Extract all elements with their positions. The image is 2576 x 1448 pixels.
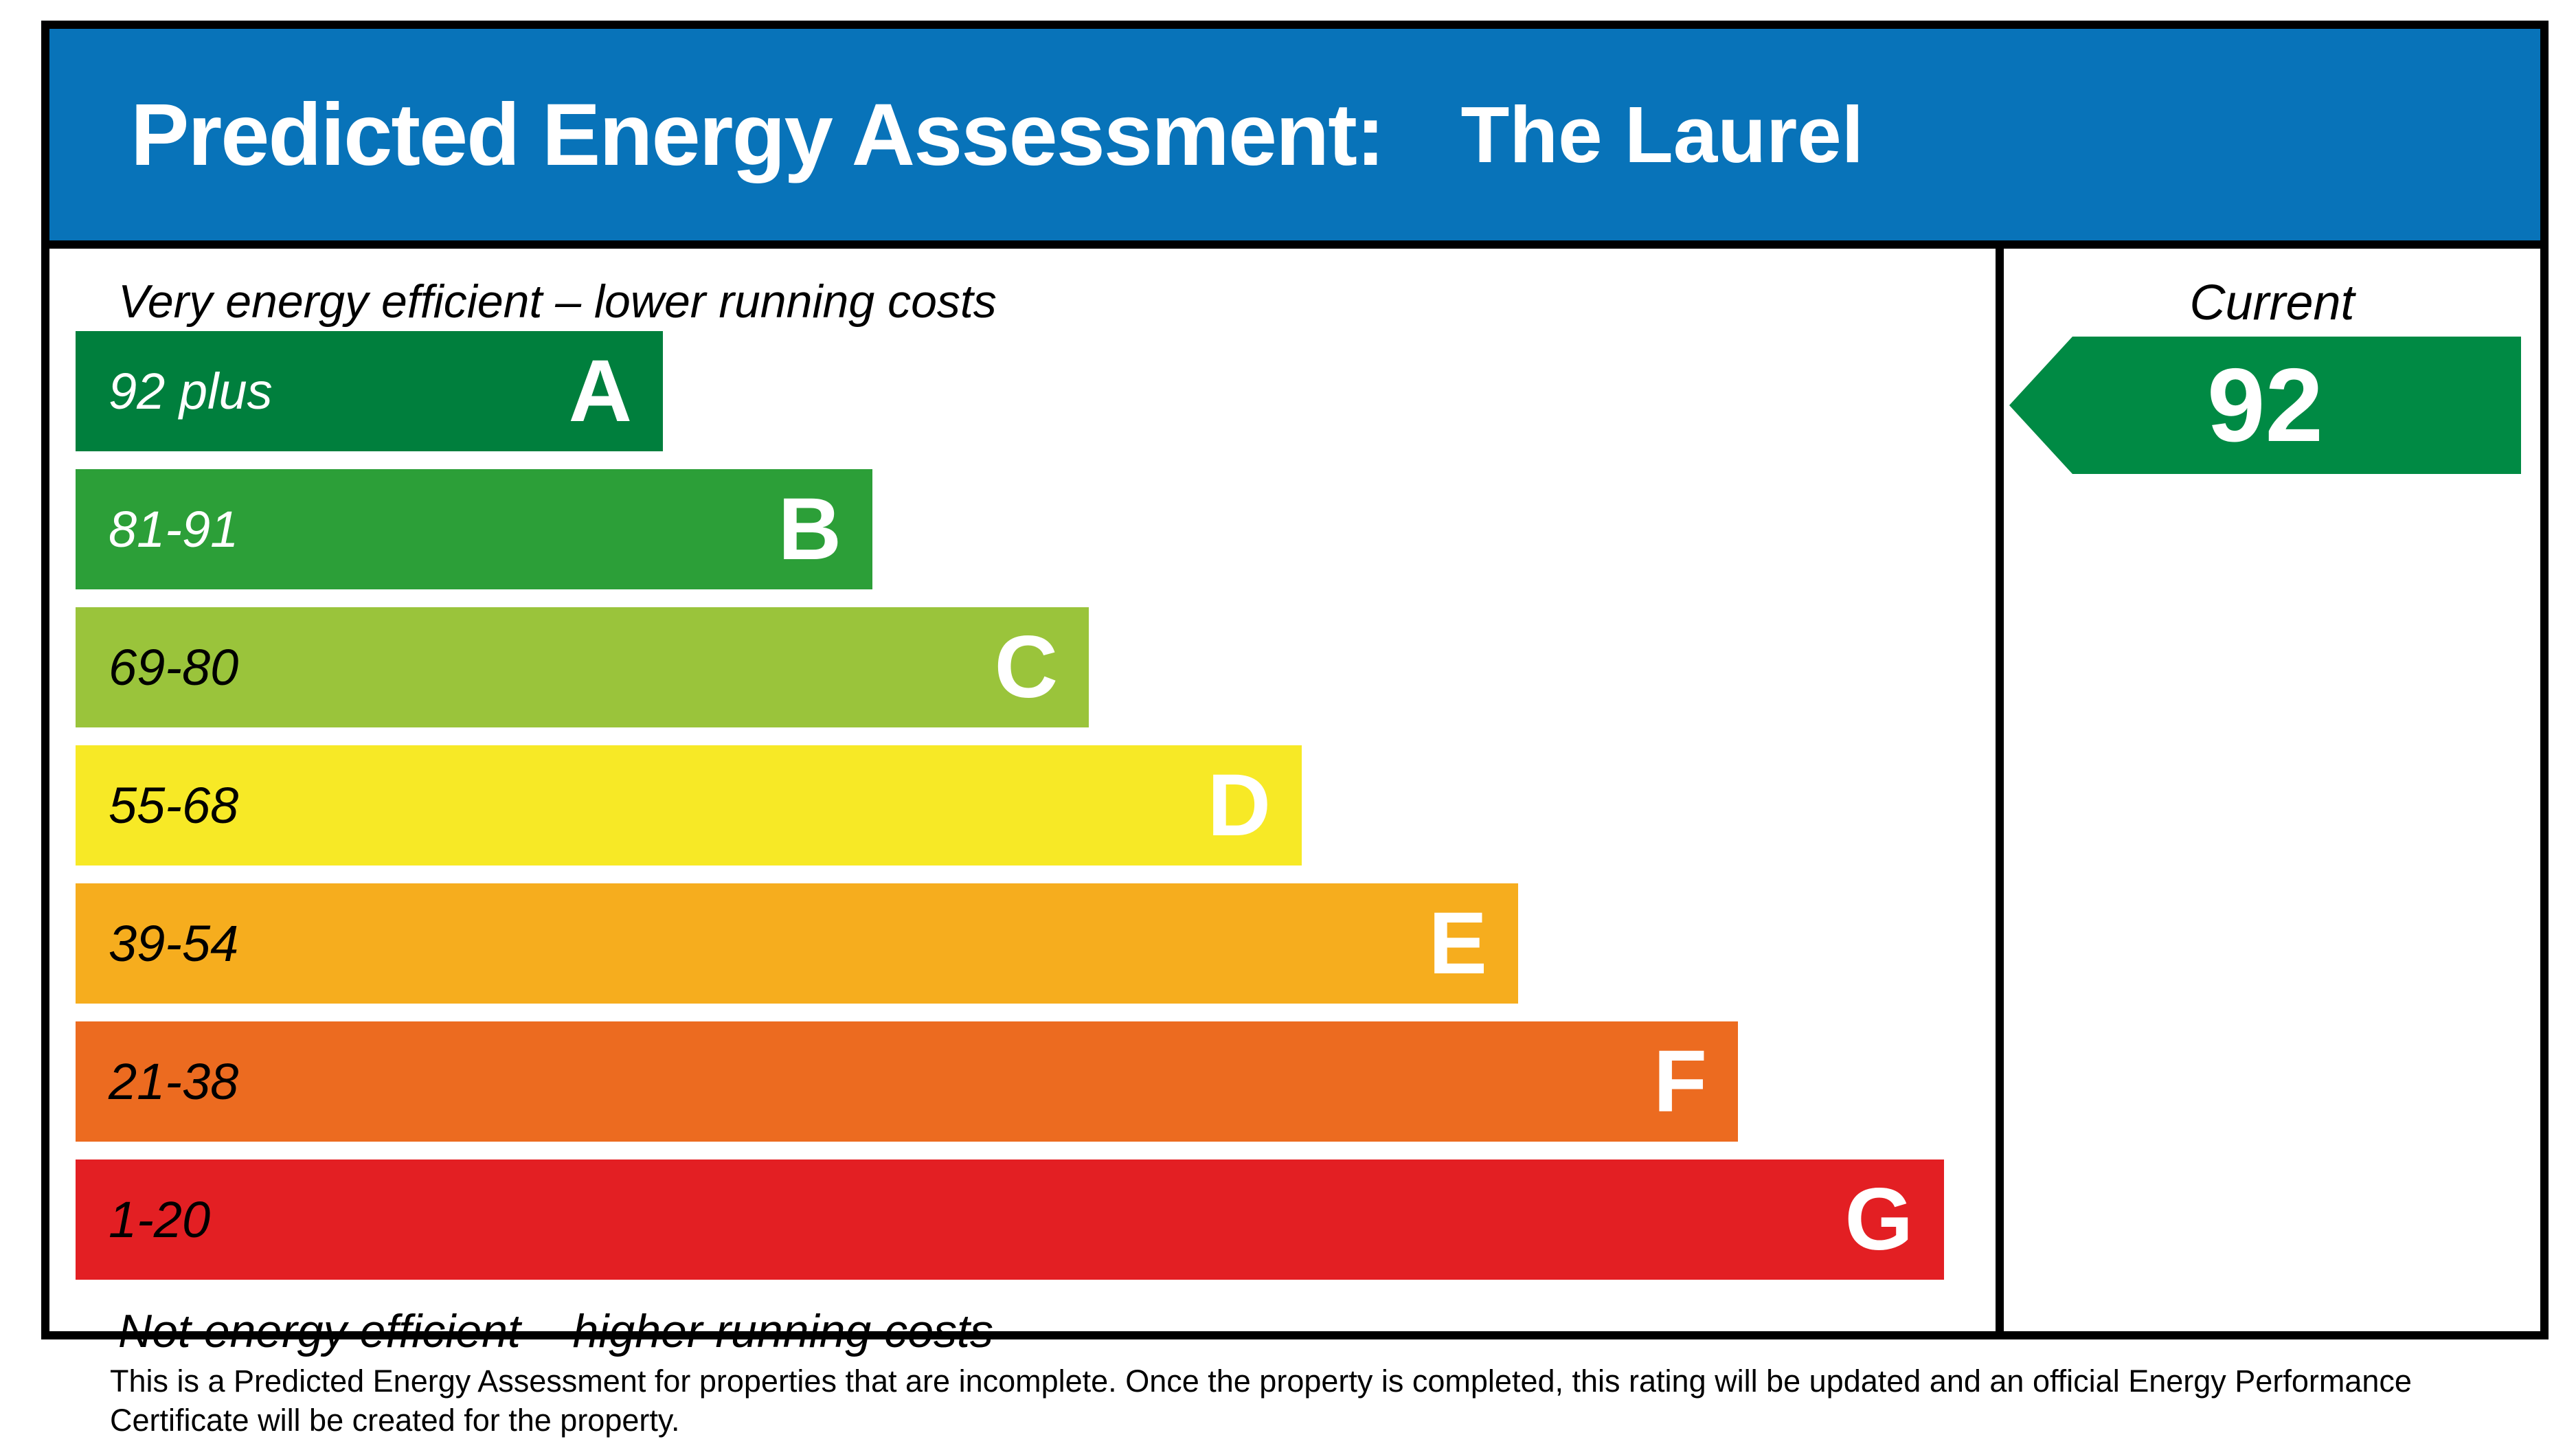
band-range-label: 21-38 [109,1053,239,1110]
current-column: Current 92 [1996,249,2540,1331]
current-rating-arrow-icon [2009,337,2521,474]
current-rating-marker: 92 [2009,337,2521,474]
top-scale-label: Very energy efficient – lower running co… [118,275,997,328]
band-row: 81-91 B [76,469,1996,589]
band-letter: D [1207,756,1271,855]
band-bar: 39-54 E [76,883,1518,1004]
band-letter: E [1428,894,1487,993]
band-range-label: 39-54 [109,915,239,972]
band-range-label: 92 plus [109,363,273,420]
footer-note: This is a Predicted Energy Assessment fo… [110,1361,2412,1440]
band-range-label: 55-68 [109,777,239,834]
band-row: 1-20 G [76,1159,1996,1280]
bands-container: 92 plus A 81-91 B 69-80 C 55-68 D 39-54 … [76,331,1996,1280]
band-bar: 55-68 D [76,745,1302,866]
band-letter: C [994,618,1058,716]
chart-content: Very energy efficient – lower running co… [49,249,2540,1357]
band-letter: B [778,479,841,578]
band-row: 21-38 F [76,1021,1996,1142]
bottom-scale-label: Not energy efficient – higher running co… [118,1305,993,1357]
band-letter: G [1844,1170,1913,1269]
rating-scale: Very energy efficient – lower running co… [49,249,1996,1357]
band-row: 69-80 C [76,607,1996,727]
property-name: The Laurel [1460,90,1864,179]
band-range-label: 1-20 [109,1191,211,1248]
header-banner: Predicted Energy Assessment: The Laurel [49,29,2540,249]
band-letter: F [1653,1032,1707,1131]
footer-line-1: This is a Predicted Energy Assessment fo… [110,1364,2412,1399]
current-column-label: Current [2189,275,2355,330]
band-letter: A [568,341,632,440]
band-range-label: 81-91 [109,501,239,558]
band-range-label: 69-80 [109,639,239,696]
current-rating-value: 92 [2206,346,2324,464]
band-bar: 21-38 F [76,1021,1738,1142]
band-bar: 1-20 G [76,1159,1944,1280]
footer-line-2: Certificate will be created for the prop… [110,1403,680,1438]
page-title: Predicted Energy Assessment: [131,85,1385,184]
band-bar: 81-91 B [76,469,872,589]
band-row: 39-54 E [76,883,1996,1004]
band-row: 92 plus A [76,331,1996,451]
band-bar: 92 plus A [76,331,663,451]
chart-frame: Predicted Energy Assessment: The Laurel … [41,21,2549,1357]
band-row: 55-68 D [76,745,1996,866]
band-bar: 69-80 C [76,607,1089,727]
